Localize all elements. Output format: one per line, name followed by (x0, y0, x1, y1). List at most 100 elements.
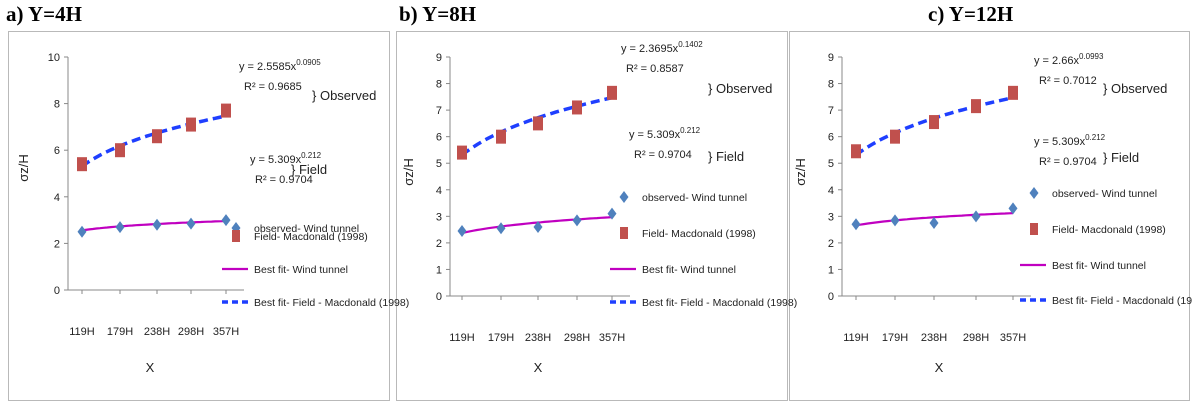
y-axis-label: σz/H (16, 154, 31, 182)
x-tick-label: 119H (449, 332, 475, 344)
y-tick-label: 0 (436, 291, 442, 303)
data-point-observed (186, 217, 196, 230)
data-point-observed (1008, 202, 1018, 215)
x-tick-label: 179H (882, 332, 908, 344)
y-tick-label: 8 (436, 79, 442, 91)
legend-label-field: Field- Macdonald (1998) (642, 228, 756, 240)
data-point-field (929, 115, 939, 130)
x-axis-label: X (935, 360, 944, 375)
y-axis-label: σz/H (793, 158, 808, 186)
y-tick-label: 5 (828, 158, 834, 170)
y-tick-label: 2 (828, 238, 834, 250)
legend-marker-field (232, 230, 240, 242)
data-point-field (971, 99, 981, 114)
group-label: } Field (1103, 150, 1139, 165)
x-tick-label: 357H (1000, 332, 1026, 344)
r-squared-label: R² = 0.9685 (244, 81, 302, 93)
y-tick-label: 0 (54, 285, 60, 297)
legend-label-fit-wind-tunnel: Best fit- Wind tunnel (1052, 260, 1146, 272)
y-tick-label: 8 (54, 99, 60, 111)
data-point-observed (496, 222, 506, 235)
y-tick-label: 0 (828, 291, 834, 303)
data-point-field (496, 129, 506, 144)
data-point-field (152, 129, 162, 144)
x-tick-label: 238H (525, 332, 551, 344)
panel-c-title: c) Y=12H (928, 2, 1014, 26)
legend-label-observed: observed- Wind tunnel (254, 223, 359, 235)
panel-a-title: a) Y=4H (6, 2, 82, 26)
data-point-observed (929, 216, 939, 229)
data-point-field (1008, 85, 1018, 100)
y-tick-label: 1 (828, 264, 834, 276)
data-point-observed (457, 224, 467, 237)
x-axis-label: X (146, 360, 155, 375)
legend-label-field: Field- Macdonald (1998) (1052, 224, 1166, 236)
r-squared-label: R² = 0.9704 (255, 174, 313, 186)
data-point-observed (77, 225, 87, 238)
data-point-field (851, 144, 861, 159)
x-tick-label: 238H (921, 332, 947, 344)
legend-marker-field (1030, 223, 1038, 235)
data-point-observed (115, 221, 125, 234)
data-point-observed (971, 210, 981, 223)
y-tick-label: 3 (436, 211, 442, 223)
data-point-observed (890, 214, 900, 227)
data-point-observed (221, 214, 231, 227)
group-label: } Observed (708, 81, 772, 96)
data-point-observed (533, 220, 543, 233)
data-point-field (186, 117, 196, 132)
x-tick-label: 179H (107, 326, 133, 338)
x-tick-label: 238H (144, 326, 170, 338)
x-tick-label: 357H (213, 326, 239, 338)
legend-label-fit-wind-tunnel: Best fit- Wind tunnel (642, 264, 736, 276)
x-tick-label: 119H (69, 326, 95, 338)
y-tick-label: 10 (48, 52, 60, 64)
r-squared-label: R² = 0.7012 (1039, 75, 1097, 87)
fit-equation: y = 2.66x0.0993 (1034, 52, 1104, 67)
r-squared-label: R² = 0.8587 (626, 63, 684, 75)
group-label: } Field (708, 149, 744, 164)
x-tick-label: 298H (564, 332, 590, 344)
y-tick-label: 2 (54, 238, 60, 250)
x-tick-label: 357H (599, 332, 625, 344)
data-point-observed (152, 218, 162, 231)
y-tick-label: 4 (828, 185, 834, 197)
y-tick-label: 6 (436, 132, 442, 144)
x-tick-label: 119H (843, 332, 869, 344)
y-tick-label: 7 (436, 105, 442, 117)
data-point-field (221, 103, 231, 118)
x-tick-label: 179H (488, 332, 514, 344)
y-tick-label: 2 (436, 238, 442, 250)
data-point-field (457, 145, 467, 160)
y-tick-label: 3 (828, 211, 834, 223)
legend-label-fit-field: Best fit- Field - Macdonald (1998) (254, 297, 409, 309)
y-tick-label: 4 (54, 192, 60, 204)
r-squared-label: R² = 0.9704 (634, 149, 692, 161)
fit-equation: y = 5.309x0.212 (1034, 133, 1106, 148)
y-tick-label: 4 (436, 185, 442, 197)
x-tick-label: 298H (178, 326, 204, 338)
data-point-observed (851, 218, 861, 231)
legend-label-observed: observed- Wind tunnel (642, 192, 747, 204)
y-tick-label: 1 (436, 264, 442, 276)
x-tick-label: 298H (963, 332, 989, 344)
y-tick-label: 9 (436, 52, 442, 64)
y-tick-label: 6 (54, 145, 60, 157)
legend-marker-observed (1029, 187, 1039, 199)
legend-label-fit-field: Best fit- Field - Macdonald (1998) (642, 297, 797, 309)
fit-line-field (81, 114, 227, 168)
legend-label-field: Field- Macdonald (1998) (254, 231, 368, 243)
x-axis-label: X (534, 360, 543, 375)
legend-label-observed: observed- Wind tunnel (1052, 188, 1157, 200)
group-label: } Observed (312, 88, 376, 103)
data-point-field (890, 129, 900, 144)
y-axis-label: σz/H (401, 158, 416, 186)
data-point-field (572, 100, 582, 115)
y-tick-label: 6 (828, 132, 834, 144)
panel-b-title: b) Y=8H (399, 2, 477, 26)
panel-b-frame (396, 31, 788, 401)
fit-line-wind-tunnel (855, 212, 1014, 227)
legend-label-fit-wind-tunnel: Best fit- Wind tunnel (254, 264, 348, 276)
